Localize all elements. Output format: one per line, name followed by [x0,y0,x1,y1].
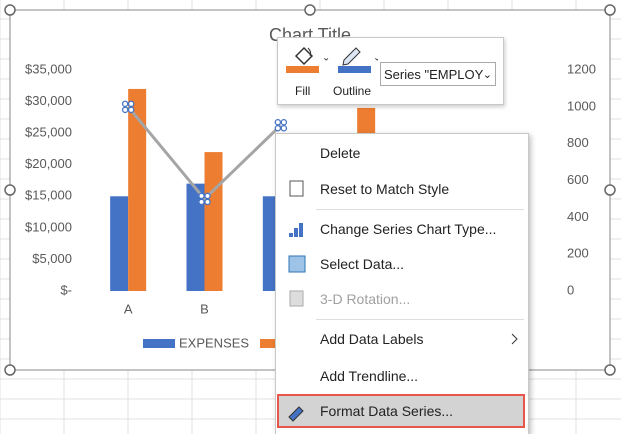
selection-marker [274,119,288,132]
menu-item[interactable]: Delete [320,145,361,161]
svg-text:⌄: ⌄ [322,53,330,64]
svg-text:⌄: ⌄ [373,53,378,64]
selection-dot [204,192,211,200]
menu-icon [289,290,304,307]
y2-tick-label: 1200 [567,61,596,76]
context-menu: Delete Reset to Match Style Change Series … [275,133,529,434]
menu-icon [289,233,293,237]
bar [186,183,205,291]
menu-item[interactable]: Format Data Series... [320,403,454,419]
resize-handle[interactable] [4,4,16,16]
dropdown-text: Series "EMPLOY [384,67,484,82]
separator [316,209,524,210]
y-tick-label: $- [60,282,72,297]
resize-handle[interactable] [4,364,16,376]
menu-item[interactable]: Change Series Chart Type... [320,221,497,237]
resize-handle[interactable] [604,184,616,196]
series-dropdown[interactable]: Series "EMPLOY ⌄ [380,62,496,86]
separator [316,319,524,320]
y2-tick-label: 200 [567,246,589,261]
menu-item[interactable]: Add Data Labels [320,331,424,347]
y2-tick-label: 600 [567,172,589,187]
menu-item[interactable]: Reset to Match Style [320,181,450,197]
menu-item: 3-D Rotation... [320,291,411,307]
selection-marker [121,100,135,114]
line-series [127,105,282,202]
y-tick-label: $15,000 [25,188,72,203]
legend-swatch [143,339,175,348]
selection-dot [274,119,282,126]
menu-icon [299,223,303,237]
selection-dot [198,198,205,206]
y-tick-label: $25,000 [25,125,72,140]
selection-dot [280,125,288,132]
highlight [277,394,525,428]
x-tick-label: A [124,301,133,316]
y2-tick-label: 800 [567,135,589,150]
toolbar-icons: ⌄ ⌄ [286,46,378,73]
menu-icon [288,406,304,422]
y2-tick-label: 400 [567,209,589,224]
x-tick-label: B [200,301,209,316]
menu-item[interactable]: Select Data... [320,256,405,272]
selection-dot [280,119,288,126]
bar [204,152,223,291]
selection-dot [127,100,135,108]
fill-label[interactable]: Fill [295,84,311,98]
resize-handle[interactable] [4,184,16,196]
selection-dot [121,100,129,108]
selection-marker [198,192,211,206]
resize-handle[interactable] [604,364,616,376]
menu-icon [294,228,298,237]
y-tick-label: $30,000 [25,93,72,108]
y-tick-label: $10,000 [25,219,72,234]
menu-icons [288,180,518,422]
y-tick-label: $35,000 [25,61,72,76]
outline-label[interactable]: Outline [333,84,372,98]
legend-label: EXPENSES [179,335,249,350]
selection-dot [274,125,282,132]
bar [110,196,129,291]
y-tick-label: $20,000 [25,156,72,171]
selection-dot [198,192,205,200]
menu-icon [289,180,304,197]
resize-handle[interactable] [304,4,316,16]
bar [128,88,147,291]
selection-dot [121,106,129,114]
y-tick-label: $5,000 [32,251,72,266]
menu-item[interactable]: Add Trendline... [320,368,419,384]
selection-dot [204,198,211,206]
menu-icon [288,255,306,273]
resize-handle[interactable] [604,4,616,16]
menu-icon [511,333,518,345]
format-toolbar: ⌄ ⌄ Fill Outline Series "EMPLOY ⌄ [277,37,504,105]
y2-tick-label: 1000 [567,98,596,113]
y2-tick-label: 0 [567,282,574,297]
selection-dot [127,106,135,114]
